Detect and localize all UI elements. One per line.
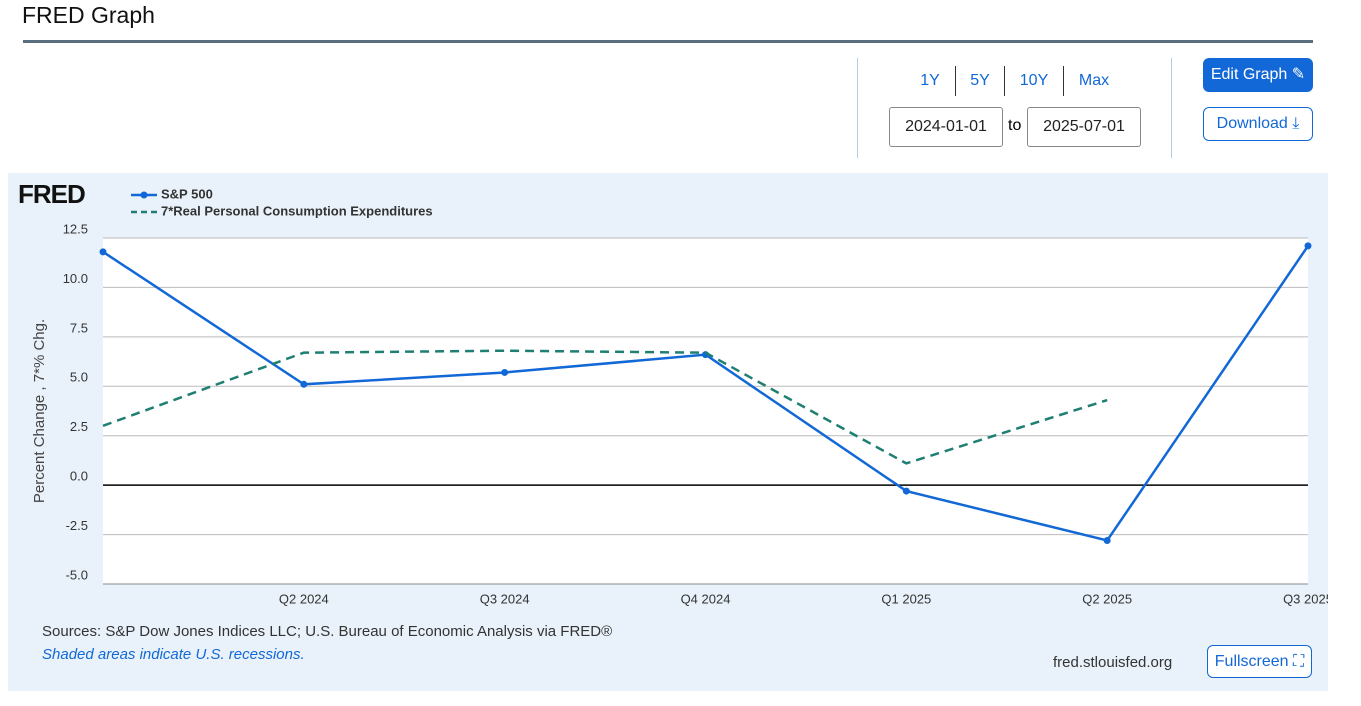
to-label: to: [1008, 117, 1022, 134]
fullscreen-button[interactable]: Fullscreen ⛶: [1207, 645, 1312, 678]
y-tick-label: 12.5: [63, 221, 88, 236]
separator: [955, 66, 956, 96]
range-button[interactable]: Max: [1078, 72, 1110, 89]
end-date-input[interactable]: 2025-07-01: [1027, 107, 1141, 147]
button-label: Edit Graph: [1210, 66, 1288, 83]
data-point: [902, 487, 910, 495]
x-tick-label: Q2 2025: [1082, 591, 1132, 606]
range-button[interactable]: 1Y: [920, 72, 940, 89]
separator: [1063, 66, 1064, 96]
page-title: FRED Graph: [22, 2, 155, 28]
start-date-input[interactable]: 2024-01-01: [889, 107, 1003, 147]
legend-label: 7*Real Personal Consumption Expenditures: [161, 203, 433, 218]
logo: FRED: [18, 179, 85, 209]
y-axis-label: Percent Change , 7*% Chg.: [31, 319, 48, 503]
legend-marker: [140, 191, 148, 199]
separator: [1004, 66, 1005, 96]
divider: [857, 58, 858, 158]
series-line: [102, 349, 1108, 465]
data-point: [99, 248, 107, 256]
button-label: Download: [1216, 115, 1288, 132]
divider: [1171, 58, 1172, 158]
y-tick-label: 0.0: [70, 469, 88, 484]
download-button[interactable]: Download ⤓: [1203, 107, 1313, 141]
edit-graph-button[interactable]: Edit Graph ✎: [1203, 58, 1313, 92]
data-point: [1103, 537, 1111, 545]
y-tick-label: -2.5: [66, 518, 88, 533]
y-tick-label: 7.5: [70, 320, 88, 335]
range-button[interactable]: 10Y: [1019, 72, 1049, 89]
y-tick-label: -5.0: [66, 567, 88, 582]
y-tick-label: 10.0: [63, 271, 88, 286]
plot-area: [103, 238, 1308, 584]
data-point: [300, 380, 308, 388]
data-point: [501, 368, 509, 376]
title-rule: [23, 40, 1313, 43]
y-tick-label: 2.5: [70, 419, 88, 434]
sources: Sources: S&P Dow Jones Indices LLC; U.S.…: [42, 623, 612, 640]
button-label: Fullscreen: [1214, 653, 1289, 670]
data-point: [1304, 242, 1312, 250]
x-tick-label: Q4 2024: [681, 591, 731, 606]
recession-note: Shaded areas indicate U.S. recessions.: [42, 646, 305, 663]
legend-label: S&P 500: [161, 186, 213, 201]
y-tick-label: 5.0: [70, 370, 88, 385]
x-tick-label: Q3 2024: [480, 591, 530, 606]
source-url: fred.stlouisfed.org: [1053, 654, 1172, 671]
range-button[interactable]: 5Y: [970, 72, 990, 89]
chart: FRED Percent Change , 7*% Chg. Sources: …: [8, 173, 1328, 691]
x-tick-label: Q2 2024: [279, 591, 329, 606]
x-tick-label: Q1 2025: [881, 591, 931, 606]
x-tick-label: Q3 2025: [1283, 591, 1328, 606]
